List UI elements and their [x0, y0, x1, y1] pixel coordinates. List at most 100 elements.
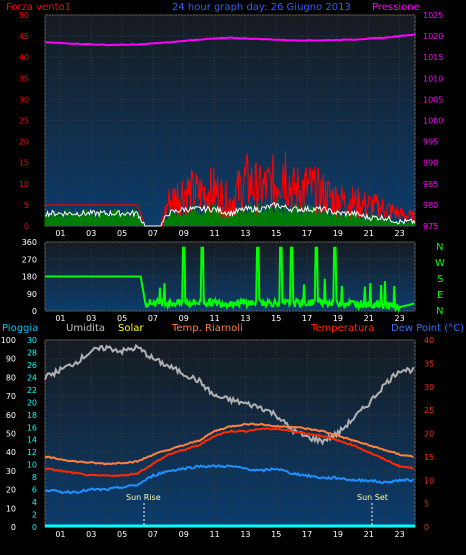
y-tick-label: 14	[27, 436, 37, 445]
y-tick-label: 100	[1, 336, 16, 345]
x-tick-label: 09	[179, 229, 189, 238]
x-tick-label: 15	[271, 314, 281, 323]
y-tick-label: 50	[19, 11, 29, 20]
compass-letter: N	[436, 306, 443, 317]
x-tick-label: 19	[333, 314, 343, 323]
x-tick-label: 03	[86, 229, 96, 238]
x-tick-label: 11	[209, 229, 219, 238]
pressure-title: Pressione	[372, 2, 420, 13]
y-tick-label: 6	[32, 486, 37, 495]
y-tick-label: 1010	[423, 74, 443, 83]
legend-solar: Solar	[118, 323, 144, 334]
wind-speed-title: Forza vento1	[6, 2, 71, 13]
x-tick-label: 17	[302, 229, 312, 238]
y-tick-label: 20	[27, 398, 37, 407]
y-tick-label: 270	[22, 255, 37, 264]
y-tick-label: 360	[22, 238, 37, 247]
legend-temperature: Temperatura	[310, 323, 375, 334]
y-tick-label: 0	[24, 222, 29, 231]
y-tick-label: 0	[11, 523, 16, 532]
y-tick-label: 1020	[423, 32, 443, 41]
x-tick-label: 05	[117, 229, 127, 238]
y-tick-label: 90	[27, 290, 37, 299]
y-tick-label: 35	[424, 359, 434, 368]
compass-letter: N	[436, 242, 443, 253]
y-tick-label: 25	[19, 117, 29, 126]
y-tick-label: 10	[424, 476, 434, 485]
x-tick-label: 17	[302, 530, 312, 539]
wind-gust-line	[45, 151, 415, 227]
x-tick-label: 03	[86, 530, 96, 539]
y-tick-label: 10	[19, 180, 29, 189]
compass-letter: W	[435, 258, 445, 269]
y-tick-label: 1005	[423, 95, 443, 104]
x-tick-label: 19	[333, 530, 343, 539]
x-tick-label: 03	[86, 314, 96, 323]
y-tick-label: 15	[424, 453, 434, 462]
y-tick-label: 45	[19, 32, 29, 41]
y-tick-label: 2	[32, 511, 37, 520]
pressure-line	[44, 33, 416, 47]
legend-dew-point: Dew Point (°C)	[391, 323, 464, 334]
y-tick-label: 30	[27, 336, 37, 345]
y-tick-label: 16	[27, 423, 37, 432]
x-tick-label: 15	[271, 530, 281, 539]
y-tick-label: 40	[424, 336, 434, 345]
x-tick-label: 13	[240, 229, 250, 238]
y-tick-label: 60	[6, 411, 16, 420]
x-tick-label: 17	[302, 314, 312, 323]
y-tick-label: 50	[6, 430, 16, 439]
y-tick-label: 995	[423, 138, 438, 147]
y-tick-label: 26	[27, 361, 37, 370]
x-tick-label: 15	[271, 229, 281, 238]
x-tick-label: 21	[364, 229, 374, 238]
y-tick-label: 20	[424, 430, 434, 439]
x-tick-label: 09	[179, 314, 189, 323]
x-tick-label: 07	[148, 314, 158, 323]
wind-avg-line	[44, 201, 416, 227]
x-tick-label: 11	[209, 530, 219, 539]
x-tick-label: 13	[240, 314, 250, 323]
y-tick-label: 985	[423, 180, 438, 189]
y-tick-label: 10	[6, 504, 16, 513]
y-tick-label: 1015	[423, 53, 443, 62]
x-tick-label: 07	[148, 229, 158, 238]
y-tick-label: 22	[27, 386, 37, 395]
humidity-line	[44, 343, 415, 446]
y-tick-label: 12	[27, 448, 37, 457]
x-tick-label: 01	[55, 314, 65, 323]
x-tick-label: 01	[55, 530, 65, 539]
y-tick-label: 30	[424, 383, 434, 392]
y-tick-label: 5	[24, 201, 29, 210]
x-tick-label: 21	[364, 530, 374, 539]
y-tick-label: 990	[423, 159, 438, 168]
x-tick-label: 01	[55, 229, 65, 238]
x-tick-label: 23	[394, 229, 404, 238]
chart-title: 24 hour graph day: 26 Giugno 2013	[172, 2, 351, 13]
y-tick-label: 80	[6, 373, 16, 382]
y-tick-label: 0	[32, 523, 37, 532]
compass-letter: E	[437, 290, 443, 301]
y-tick-label: 24	[27, 373, 37, 382]
x-tick-label: 09	[179, 530, 189, 539]
x-tick-label: 11	[209, 314, 219, 323]
x-tick-label: 23	[394, 530, 404, 539]
heat-index-line	[44, 422, 414, 466]
y-tick-label: 1000	[423, 117, 443, 126]
sunrise-label: Sun Rise	[126, 493, 161, 502]
x-tick-label: 07	[148, 530, 158, 539]
y-tick-label: 40	[19, 53, 29, 62]
y-tick-label: 4	[32, 498, 37, 507]
y-tick-label: 1025	[423, 11, 443, 20]
wind-direction-line	[45, 246, 415, 314]
y-tick-label: 980	[423, 201, 438, 210]
y-tick-label: 90	[6, 355, 16, 364]
y-tick-label: 25	[424, 406, 434, 415]
y-tick-label: 28	[27, 348, 37, 357]
y-tick-label: 15	[19, 159, 29, 168]
y-tick-label: 975	[423, 222, 438, 231]
sunset-label: Sun Set	[357, 493, 388, 502]
temperature-line	[44, 427, 414, 478]
